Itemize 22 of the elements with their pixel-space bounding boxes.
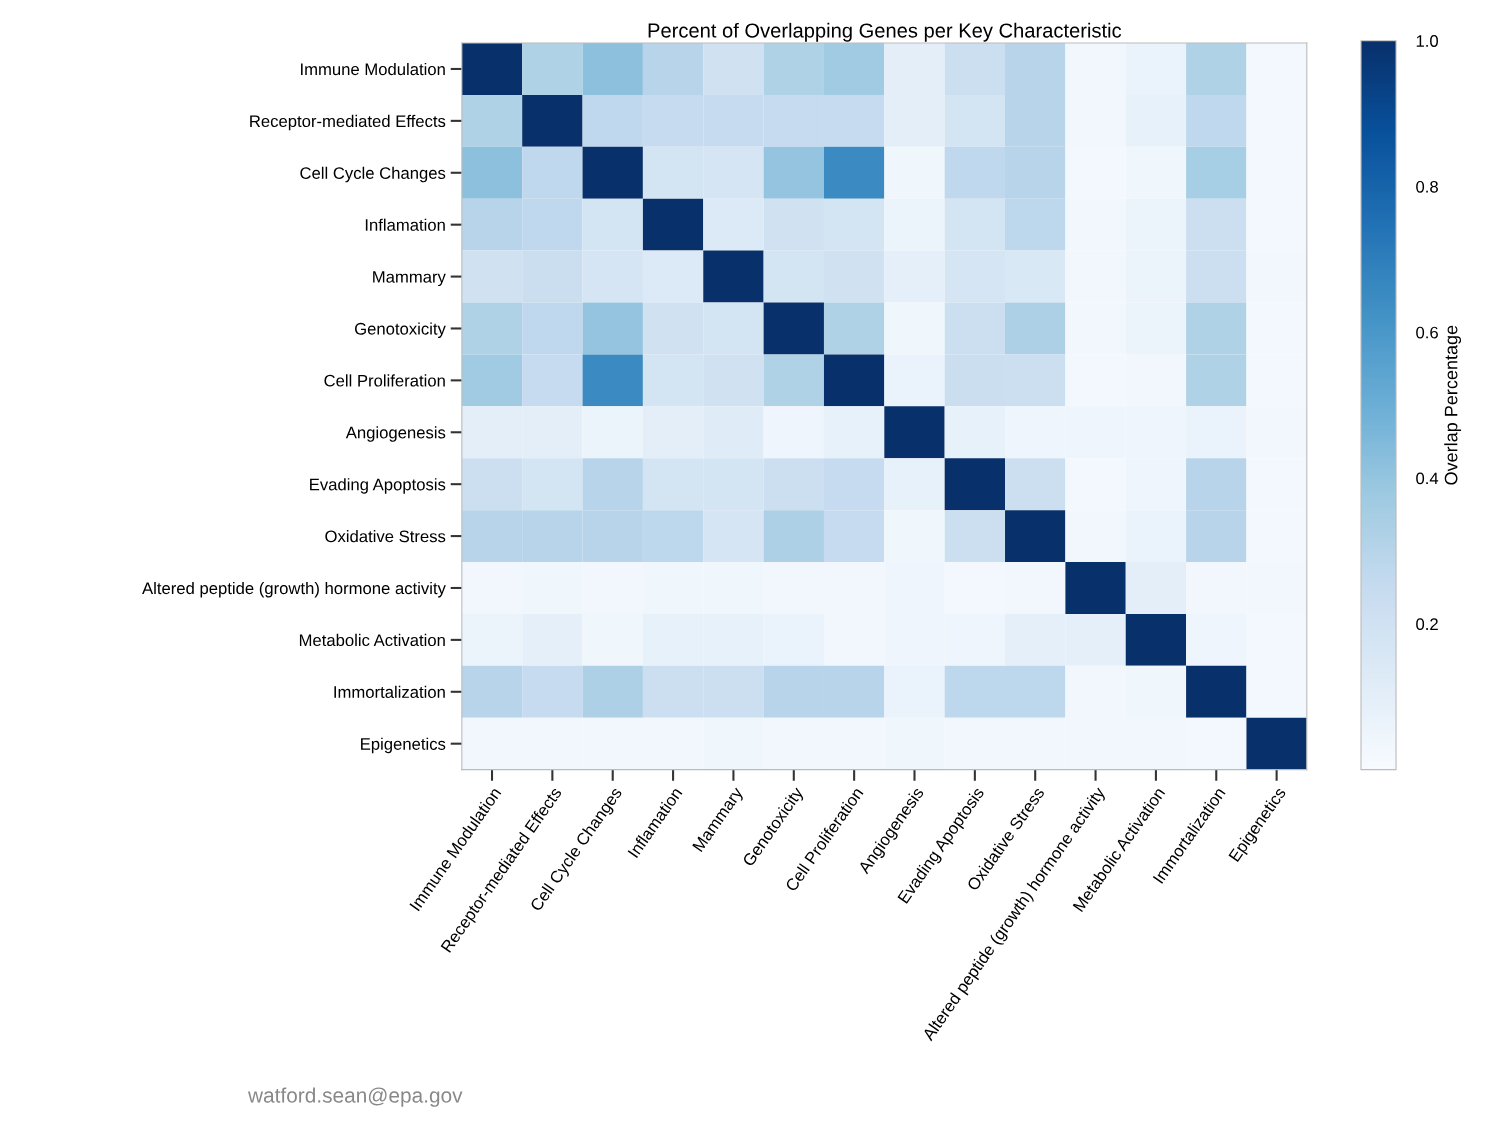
y-tick-label: Inflamation	[365, 218, 445, 231]
y-tick-label: Altered peptide (growth) hormone activity	[142, 581, 446, 598]
y-tick-label: Epigenetics	[361, 737, 446, 754]
y-tick-label: Angiogenesis	[345, 426, 446, 442]
y-tick-label: Metabolic Activation	[299, 633, 445, 647]
y-tick-label: Cell Proliferation	[324, 374, 445, 387]
color-bar-label: 1.0	[1416, 35, 1439, 47]
text: watford.sean@epa.gov	[247, 1087, 463, 1107]
color-bar-label: 0.6	[1416, 326, 1438, 339]
color-bar-label: 0.4	[1416, 472, 1439, 485]
y-tick-label: Mammary	[373, 271, 446, 287]
chart-title: Percent of Overlapping Genes per Key Characteristic	[648, 22, 1122, 42]
y-tick-label: Genotoxicity	[355, 322, 446, 338]
y-tick-label: Receptor-mediated Effects	[250, 114, 446, 131]
y-tick-label: Oxidative Stress	[325, 530, 446, 543]
y-tick-label: Immortalization	[334, 685, 445, 698]
color-bar-title: Overlap Percentage	[1444, 325, 1462, 485]
color-bar-label: 0.2	[1416, 618, 1438, 631]
y-tick-label: Cell Cycle Changes	[300, 166, 446, 183]
y-tick-label: Evading Apoptosis	[310, 478, 446, 494]
color-bar-label: 0.8	[1416, 180, 1438, 193]
y-tick-label: Immune Modulation	[301, 62, 445, 76]
